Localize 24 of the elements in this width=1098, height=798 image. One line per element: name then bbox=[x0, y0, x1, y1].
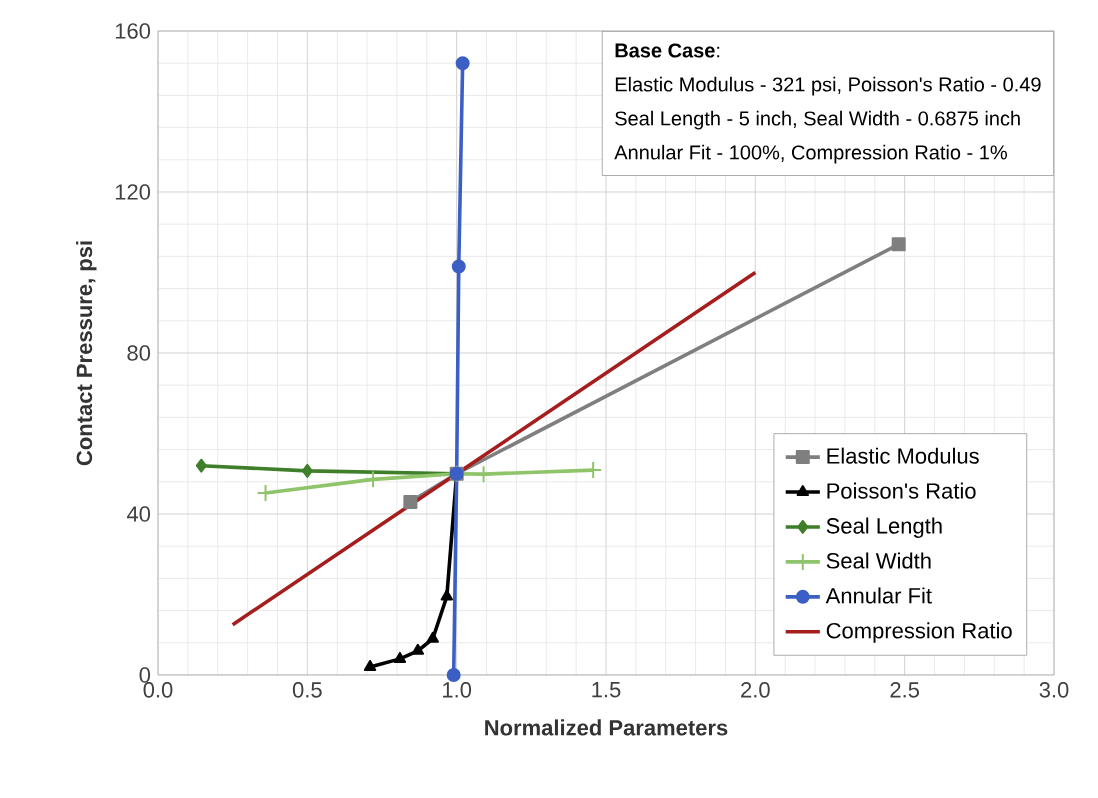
annotation: Elastic Modulus - 321 psi, Poisson's Ratio - 0.49 bbox=[615, 76, 1041, 96]
y-tick-label: 0 bbox=[139, 667, 151, 683]
x-tick-label: 1.5 bbox=[592, 682, 621, 698]
legend-label: Poisson's Ratio bbox=[827, 482, 976, 499]
legend-label: Elastic Modulus bbox=[827, 447, 979, 464]
legend-label: Annular Fit bbox=[825, 587, 932, 604]
x-tick-label: 0.0 bbox=[143, 682, 173, 698]
x-axis-title: Normalized Parameters bbox=[485, 719, 728, 736]
annotation: Base Case: bbox=[615, 43, 720, 58]
y-tick-label: 80 bbox=[127, 345, 151, 361]
y-tick-label: 120 bbox=[115, 184, 151, 200]
x-tick-label: 2.0 bbox=[741, 682, 770, 698]
x-tick-label: 1.0 bbox=[443, 682, 472, 698]
y-axis-title: Contact Pressure, psi bbox=[76, 241, 97, 466]
x-tick-label: 2.5 bbox=[890, 682, 920, 698]
y-tick-label: 40 bbox=[126, 506, 151, 522]
x-tick-label: 0.5 bbox=[292, 682, 322, 698]
annotation: Seal Length - 5 inch, Seal Width - 0.6875 inch bbox=[615, 110, 1020, 130]
legend-label: Compression Ratio bbox=[826, 622, 1012, 643]
annotation: Annular Fit - 100%, Compression Ratio - 1% bbox=[614, 144, 1007, 164]
legend-label: Seal Width bbox=[826, 552, 931, 569]
x-tick-label: 3.0 bbox=[1039, 682, 1069, 698]
y-tick-label: 160 bbox=[115, 23, 151, 39]
legend-label: Seal Length bbox=[826, 517, 942, 538]
